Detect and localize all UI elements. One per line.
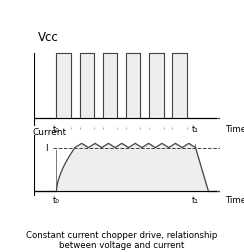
Text: t₁: t₁ [192, 195, 199, 204]
Text: t₀: t₀ [53, 195, 60, 204]
Text: Current: Current [32, 128, 66, 137]
Text: Time: Time [226, 125, 244, 134]
Text: Vcc: Vcc [38, 31, 59, 44]
Text: I: I [45, 144, 48, 152]
Text: Constant current chopper drive, relationship
between voltage and current: Constant current chopper drive, relation… [26, 230, 218, 249]
Text: t₁: t₁ [192, 125, 199, 134]
Text: Time: Time [226, 195, 244, 204]
Text: t₀: t₀ [53, 125, 60, 134]
